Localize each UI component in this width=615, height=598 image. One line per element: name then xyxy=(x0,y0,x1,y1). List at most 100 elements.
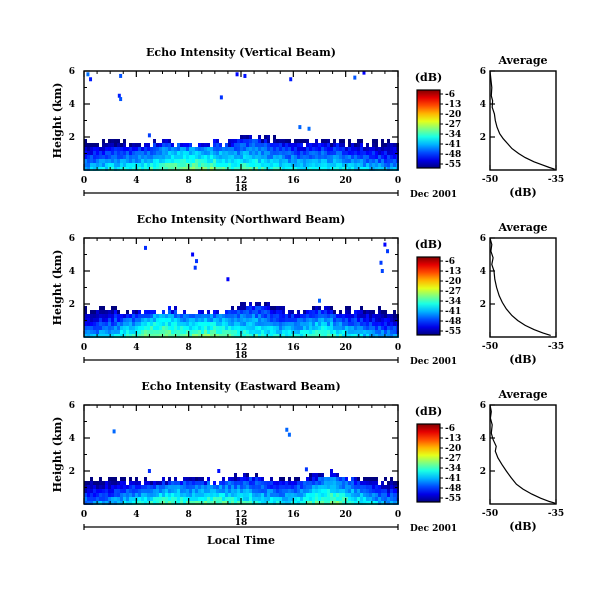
heatmap-cell xyxy=(306,155,309,159)
heatmap-cell xyxy=(90,143,93,147)
heatmap-cell xyxy=(213,143,216,147)
heatmap-cell xyxy=(264,489,267,493)
colorbar-tick-label: -41 xyxy=(445,307,461,317)
heatmap-cell xyxy=(348,318,351,322)
heatmap-cell xyxy=(258,135,261,139)
heatmap-cell xyxy=(384,159,387,163)
heatmap-cell xyxy=(348,151,351,155)
heatmap-cell xyxy=(258,318,261,322)
heatmap-cell xyxy=(102,151,105,155)
x-tick-label: 20 xyxy=(339,510,352,520)
heatmap-cell xyxy=(249,310,252,314)
heatmap-cell xyxy=(213,147,216,151)
heatmap-cell xyxy=(390,143,393,147)
heatmap-cell xyxy=(108,481,111,485)
heatmap-cell xyxy=(240,155,243,159)
heatmap-cell xyxy=(363,159,366,163)
heatmap-cell xyxy=(210,330,213,334)
heatmap-cell xyxy=(213,485,216,489)
heatmap-cell xyxy=(192,151,195,155)
heatmap-cell xyxy=(120,155,123,159)
heatmap-cell xyxy=(192,334,195,338)
heatmap-cell xyxy=(324,334,327,338)
heatmap-cell xyxy=(357,139,360,143)
heatmap-cell xyxy=(120,334,123,338)
heatmap-cell xyxy=(252,314,255,318)
heatmap-cell xyxy=(237,501,240,505)
heatmap-cell xyxy=(291,314,294,318)
heatmap-cell xyxy=(315,318,318,322)
heatmap-cell xyxy=(93,334,96,338)
heatmap-cell xyxy=(108,489,111,493)
heatmap-cell xyxy=(240,306,243,310)
heatmap-cell xyxy=(342,322,345,326)
heatmap-cell xyxy=(216,310,219,314)
colorbar-tick-label: -20 xyxy=(445,277,461,287)
heatmap-cell xyxy=(333,310,336,314)
heatmap-cell xyxy=(318,155,321,159)
heatmap-cell xyxy=(126,330,129,334)
heatmap-cell xyxy=(93,318,96,322)
heatmap-cell xyxy=(249,330,252,334)
heatmap-cell xyxy=(240,318,243,322)
heatmap-cell xyxy=(213,310,216,314)
heatmap-cell xyxy=(111,334,114,338)
heatmap-cell xyxy=(237,493,240,497)
heatmap-cell xyxy=(306,330,309,334)
heatmap-cell xyxy=(162,477,165,481)
heatmap-cell xyxy=(309,485,312,489)
heatmap-cell xyxy=(99,318,102,322)
heatmap-cell xyxy=(246,485,249,489)
heatmap-cell xyxy=(216,155,219,159)
heatmap-cell xyxy=(84,322,87,326)
heatmap-cell xyxy=(111,318,114,322)
heatmap-cell xyxy=(330,469,333,473)
heatmap-cell xyxy=(354,143,357,147)
heatmap-cell xyxy=(258,322,261,326)
heatmap-cell xyxy=(324,493,327,497)
heatmap-cell xyxy=(192,501,195,505)
heatmap-cell xyxy=(255,302,258,306)
heatmap-cell xyxy=(237,326,240,330)
heatmap-cell xyxy=(186,322,189,326)
heatmap-cell xyxy=(348,167,351,171)
heatmap-cell xyxy=(126,314,129,318)
heatmap-cell xyxy=(150,330,153,334)
heatmap-cell xyxy=(255,139,258,143)
heatmap-cell xyxy=(384,167,387,171)
heatmap-cell xyxy=(99,163,102,167)
heatmap-cell xyxy=(348,493,351,497)
heatmap-cell xyxy=(171,159,174,163)
heatmap-cell xyxy=(273,155,276,159)
heatmap-cell xyxy=(213,318,216,322)
heatmap-cell xyxy=(294,501,297,505)
heatmap-cell xyxy=(327,163,330,167)
heatmap-cell xyxy=(258,485,261,489)
heatmap-cell xyxy=(279,159,282,163)
heatmap-cell xyxy=(357,322,360,326)
heatmap-cell xyxy=(330,473,333,477)
heatmap-cell xyxy=(306,489,309,493)
heatmap-cell xyxy=(333,326,336,330)
heatmap-cell xyxy=(225,334,228,338)
heatmap-cell xyxy=(198,485,201,489)
heatmap-cell xyxy=(102,139,105,143)
heatmap-cell xyxy=(186,334,189,338)
heatmap-cell xyxy=(225,163,228,167)
heatmap-cell xyxy=(243,318,246,322)
heatmap-cell xyxy=(282,477,285,481)
heatmap-cell xyxy=(240,310,243,314)
average-profile-line xyxy=(489,404,556,504)
heatmap-cell xyxy=(96,159,99,163)
heatmap-cell xyxy=(348,330,351,334)
heatmap-cell xyxy=(117,147,120,151)
heatmap-cell xyxy=(258,147,261,151)
heatmap-cell xyxy=(270,322,273,326)
heatmap-cell xyxy=(174,314,177,318)
heatmap-cell xyxy=(393,326,396,330)
heatmap-cell xyxy=(240,139,243,143)
heatmap-cell xyxy=(312,159,315,163)
heatmap-cell xyxy=(240,485,243,489)
heatmap-cell xyxy=(354,310,357,314)
heatmap-cell xyxy=(267,334,270,338)
